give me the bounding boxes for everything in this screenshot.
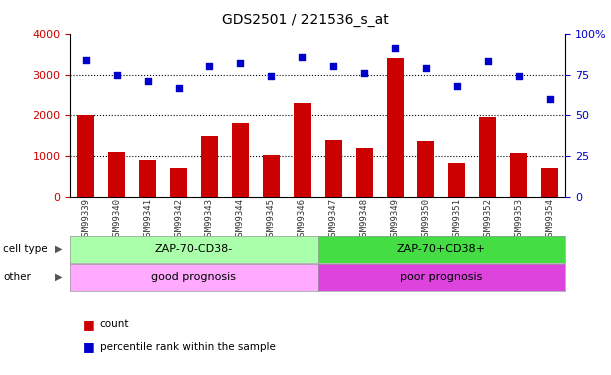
Point — [298, 54, 307, 60]
Point — [452, 83, 462, 89]
Bar — [324, 140, 342, 197]
Text: count: count — [100, 320, 129, 329]
Point — [514, 73, 524, 79]
Bar — [356, 148, 373, 197]
Text: good prognosis: good prognosis — [152, 272, 236, 282]
Text: percentile rank within the sample: percentile rank within the sample — [100, 342, 276, 352]
Bar — [263, 155, 280, 197]
Bar — [448, 163, 466, 197]
Point — [359, 70, 369, 76]
Point — [390, 45, 400, 51]
Bar — [108, 152, 125, 197]
Bar — [139, 160, 156, 197]
Point — [143, 78, 153, 84]
Point — [112, 72, 122, 78]
Point — [235, 60, 245, 66]
Bar — [232, 123, 249, 197]
Text: ▶: ▶ — [55, 244, 62, 254]
Text: cell type: cell type — [3, 244, 48, 254]
Bar — [170, 168, 187, 197]
Bar — [387, 58, 403, 197]
Bar — [541, 168, 558, 197]
Point — [266, 73, 276, 79]
Text: ZAP-70-CD38-: ZAP-70-CD38- — [155, 244, 233, 254]
Text: ZAP-70+CD38+: ZAP-70+CD38+ — [397, 244, 486, 254]
Text: ▶: ▶ — [55, 272, 62, 282]
Point — [328, 63, 338, 69]
Bar — [417, 141, 434, 197]
Bar — [510, 153, 527, 197]
Text: other: other — [3, 272, 31, 282]
Bar — [480, 117, 496, 197]
Point — [205, 63, 214, 69]
Point — [545, 96, 555, 102]
Point — [81, 57, 90, 63]
Point — [421, 65, 431, 71]
Bar — [201, 136, 218, 197]
Text: poor prognosis: poor prognosis — [400, 272, 483, 282]
Bar — [77, 116, 94, 197]
Text: ■: ■ — [82, 340, 94, 353]
Text: ■: ■ — [82, 318, 94, 331]
Text: GDS2501 / 221536_s_at: GDS2501 / 221536_s_at — [222, 13, 389, 27]
Point — [483, 58, 492, 64]
Point — [174, 85, 183, 91]
Bar — [294, 103, 311, 197]
